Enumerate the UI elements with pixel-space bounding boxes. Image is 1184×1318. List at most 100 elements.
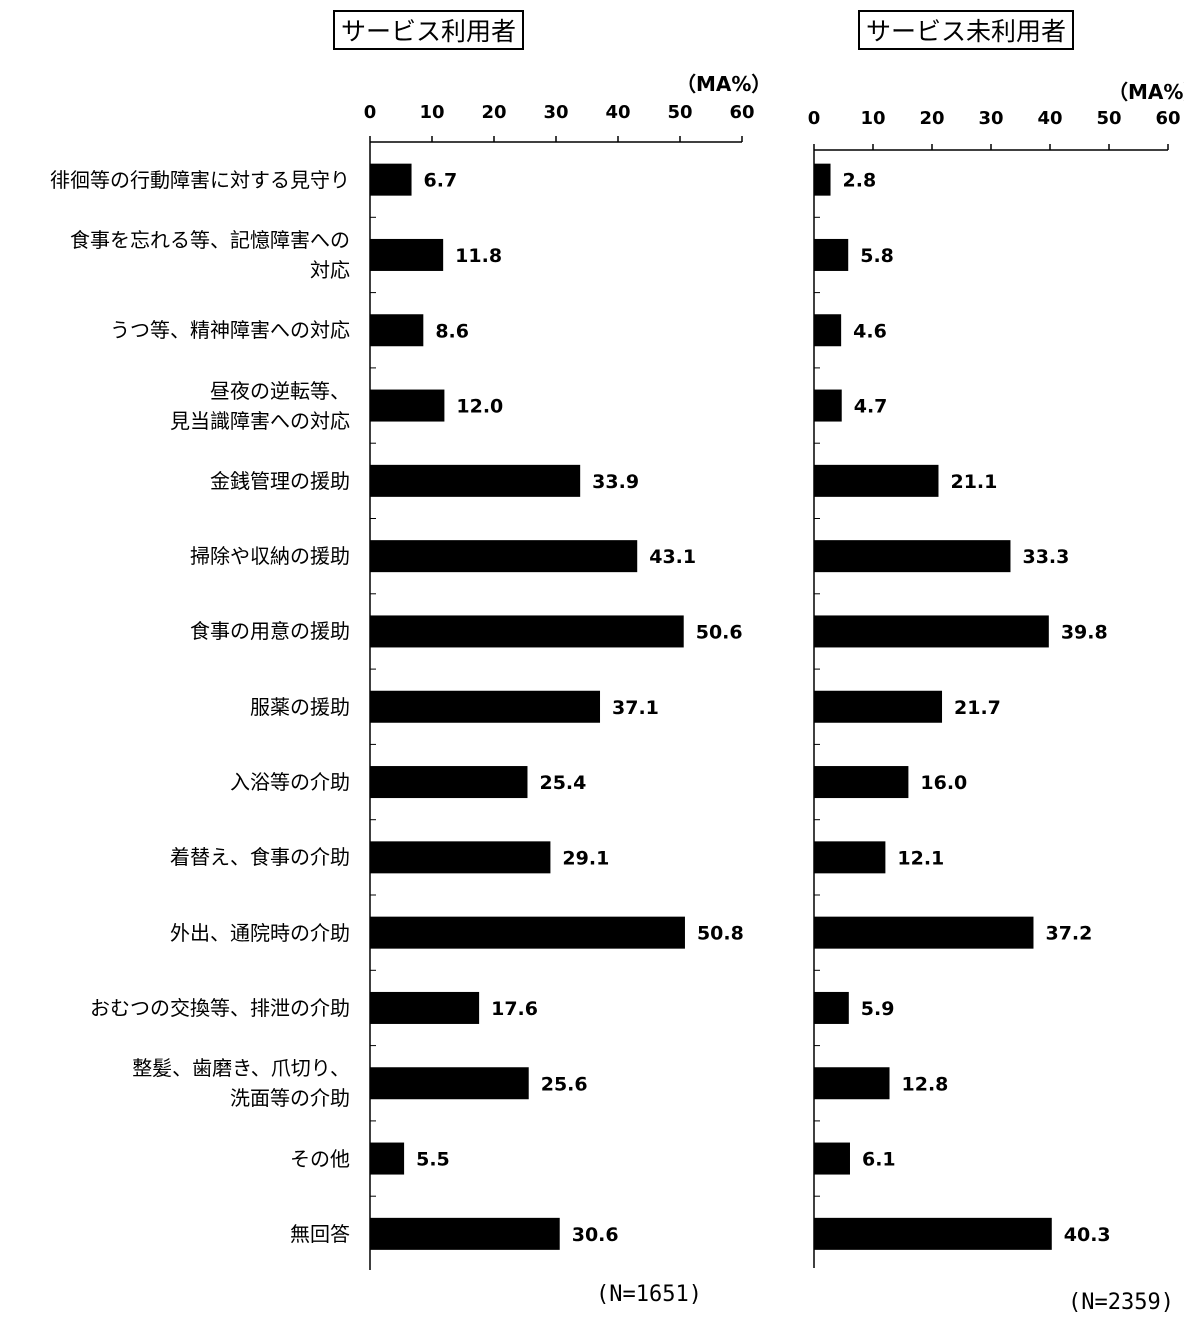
right-bar xyxy=(814,389,842,422)
left-tick-label: 60 xyxy=(729,102,754,123)
left-bar xyxy=(370,916,685,949)
left-unit-label: （MA%） xyxy=(676,72,772,96)
right-value-label: 2.8 xyxy=(843,170,877,192)
left-panel-title: サービス利用者 xyxy=(333,10,525,50)
category-label: 入浴等の介助 xyxy=(0,767,350,797)
category-label-line: 無回答 xyxy=(290,1221,350,1246)
right-value-label: 37.2 xyxy=(1045,923,1092,945)
right-tick-label: 30 xyxy=(978,108,1003,129)
category-label: 整髪、歯磨き、爪切り、洗面等の介助 xyxy=(0,1053,350,1113)
left-bar xyxy=(370,1067,529,1100)
category-label: 徘徊等の行動障害に対する見守り xyxy=(0,165,350,195)
category-label-line: 外出、通院時の介助 xyxy=(170,920,350,945)
left-tick-label: 30 xyxy=(543,102,568,123)
left-bar xyxy=(370,464,581,497)
category-label-line: 整髪、歯磨き、爪切り、 xyxy=(132,1056,350,1081)
category-label: その他 xyxy=(0,1144,350,1174)
right-bar xyxy=(814,1217,1052,1250)
right-bar xyxy=(814,238,849,271)
right-value-label: 5.8 xyxy=(860,245,894,267)
category-label: 掃除や収納の援助 xyxy=(0,541,350,571)
right-value-label: 12.8 xyxy=(902,1073,949,1095)
left-bar xyxy=(370,766,528,799)
right-value-label: 16.0 xyxy=(920,772,967,794)
left-tick-label: 10 xyxy=(419,102,444,123)
left-bar xyxy=(370,1142,405,1175)
category-label: 外出、通院時の介助 xyxy=(0,918,350,948)
left-value-label: 50.6 xyxy=(696,621,743,643)
category-label: 昼夜の逆転等、 見当識障害への対応 xyxy=(0,376,350,436)
left-value-label: 6.7 xyxy=(424,170,458,192)
category-label-line: 徘徊等の行動障害に対する見守り xyxy=(50,167,350,192)
category-label: 無回答 xyxy=(0,1219,350,1249)
left-sample-size: (N=1651) xyxy=(596,1282,702,1307)
right-value-label: 33.3 xyxy=(1022,546,1069,568)
right-tick-label: 10 xyxy=(860,108,885,129)
left-value-label: 30.6 xyxy=(572,1224,619,1246)
right-bar xyxy=(814,314,842,347)
category-label: 服薬の援助 xyxy=(0,692,350,722)
right-bar xyxy=(814,540,1011,573)
left-bar xyxy=(370,163,412,196)
right-bar xyxy=(814,690,943,723)
left-value-label: 37.1 xyxy=(612,697,659,719)
category-label: 食事の用意の援助 xyxy=(0,616,350,646)
category-label-line: 食事を忘れる等、記憶障害への xyxy=(70,227,350,252)
right-tick-label: 50 xyxy=(1096,108,1121,129)
right-bar xyxy=(814,991,849,1024)
right-value-label: 21.7 xyxy=(954,697,1001,719)
right-bar xyxy=(814,615,1049,648)
left-bar xyxy=(370,389,445,422)
right-panel-title: サービス未利用者 xyxy=(858,10,1075,50)
left-value-label: 33.9 xyxy=(592,471,639,493)
right-value-label: 12.1 xyxy=(897,847,944,869)
right-value-label: 39.8 xyxy=(1061,621,1108,643)
left-value-label: 43.1 xyxy=(649,546,696,568)
category-label-line: 昼夜の逆転等、 xyxy=(210,378,350,403)
right-bar xyxy=(814,464,939,497)
category-label-line: おむつの交換等、排泄の介助 xyxy=(90,995,350,1020)
category-label: うつ等、精神障害への対応 xyxy=(0,315,350,345)
right-tick-label: 40 xyxy=(1037,108,1062,129)
right-bar xyxy=(814,163,831,196)
right-bar xyxy=(814,766,909,799)
left-bar xyxy=(370,1217,560,1250)
right-value-label: 40.3 xyxy=(1064,1224,1111,1246)
right-unit-label: （MA%） xyxy=(1108,80,1184,104)
category-label-line: 金銭管理の援助 xyxy=(210,468,350,493)
left-value-label: 12.0 xyxy=(456,396,503,418)
right-tick-label: 0 xyxy=(808,108,821,129)
category-label: 金銭管理の援助 xyxy=(0,466,350,496)
category-label-line: 食事の用意の援助 xyxy=(190,619,350,644)
category-label-line: 掃除や収納の援助 xyxy=(190,544,350,569)
left-value-label: 11.8 xyxy=(455,245,502,267)
left-bar xyxy=(370,991,480,1024)
category-label-line: 対応 xyxy=(310,257,350,282)
left-value-label: 5.5 xyxy=(416,1149,450,1171)
right-value-label: 4.7 xyxy=(854,396,888,418)
left-bar xyxy=(370,238,444,271)
right-value-label: 4.6 xyxy=(853,320,887,342)
left-bar xyxy=(370,314,424,347)
left-bar xyxy=(370,841,551,874)
left-value-label: 17.6 xyxy=(491,998,538,1020)
right-sample-size: (N=2359) xyxy=(1068,1290,1174,1315)
left-value-label: 8.6 xyxy=(435,320,469,342)
right-bar xyxy=(814,916,1034,949)
left-value-label: 29.1 xyxy=(562,847,609,869)
right-value-label: 21.1 xyxy=(950,471,997,493)
right-bar xyxy=(814,1142,850,1175)
left-bar xyxy=(370,540,638,573)
category-label-line: 洗面等の介助 xyxy=(230,1086,350,1111)
category-label-line: うつ等、精神障害への対応 xyxy=(110,318,350,343)
category-label-line: 入浴等の介助 xyxy=(230,770,350,795)
left-tick-label: 50 xyxy=(667,102,692,123)
left-tick-label: 20 xyxy=(481,102,506,123)
category-label-line: その他 xyxy=(290,1146,350,1171)
left-value-label: 25.6 xyxy=(541,1073,588,1095)
right-bar xyxy=(814,1067,890,1100)
right-bar xyxy=(814,841,886,874)
left-tick-label: 40 xyxy=(605,102,630,123)
right-value-label: 6.1 xyxy=(862,1149,896,1171)
